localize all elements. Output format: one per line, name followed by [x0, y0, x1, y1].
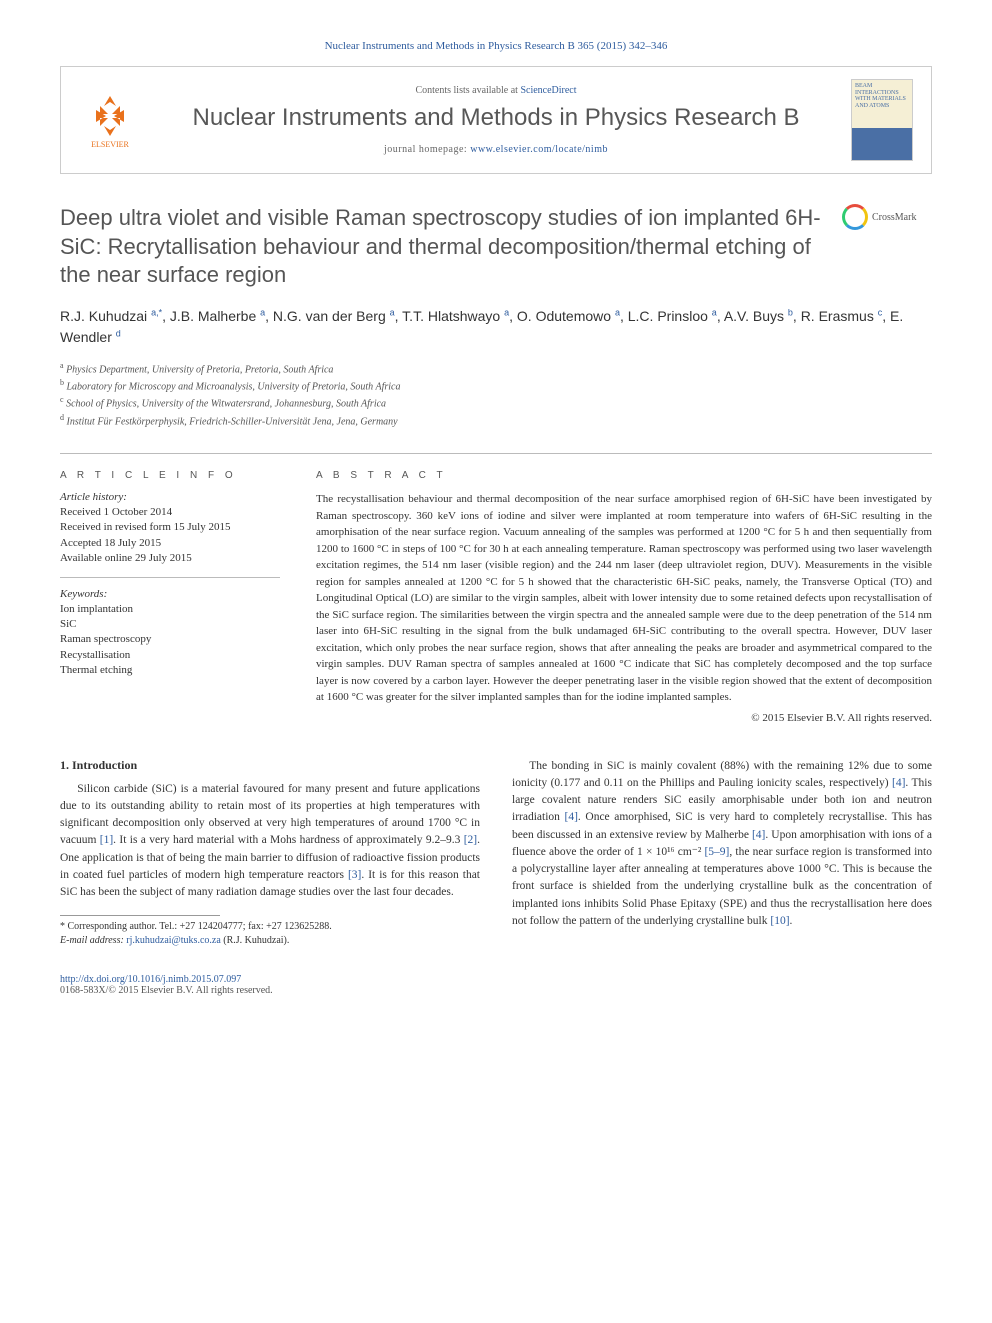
intro-para-2: The bonding in SiC is mainly covalent (8… [512, 758, 932, 931]
crossmark-icon [842, 204, 868, 230]
keyword: Recystallisation [60, 648, 280, 663]
affiliation: a Physics Department, University of Pret… [60, 360, 932, 377]
ref-link[interactable]: [2] [464, 834, 477, 846]
footnote-email-label: E-mail address: [60, 935, 124, 946]
header-center: Contents lists available at ScienceDirec… [159, 85, 833, 155]
affiliation: b Laboratory for Microscopy and Microana… [60, 377, 932, 394]
journal-name: Nuclear Instruments and Methods in Physi… [159, 104, 833, 132]
elsevier-label: ELSEVIER [91, 140, 129, 149]
ref-link[interactable]: [5–9] [704, 846, 729, 858]
footnote-email[interactable]: rj.kuhudzai@tuks.co.za [126, 935, 220, 946]
article-info-label: A R T I C L E I N F O [60, 470, 280, 481]
article-history: Article history: Received 1 October 2014… [60, 491, 280, 578]
corresponding-author-footnote: * Corresponding author. Tel.: +27 124204… [60, 920, 480, 948]
doi-link[interactable]: http://dx.doi.org/10.1016/j.nimb.2015.07… [60, 974, 241, 985]
issn-line: 0168-583X/© 2015 Elsevier B.V. All right… [60, 985, 273, 996]
abstract-label: A B S T R A C T [316, 470, 932, 481]
history-item: Received 1 October 2014 [60, 505, 280, 520]
copyright: © 2015 Elsevier B.V. All rights reserved… [316, 712, 932, 724]
footnote-tel: * Corresponding author. Tel.: +27 124204… [60, 920, 480, 934]
keyword: Thermal etching [60, 663, 280, 678]
history-item: Available online 29 July 2015 [60, 551, 280, 566]
article-title: Deep ultra violet and visible Raman spec… [60, 204, 826, 290]
sciencedirect-link[interactable]: ScienceDirect [520, 85, 576, 96]
crossmark-badge[interactable]: CrossMark [842, 204, 932, 230]
homepage-prefix: journal homepage: [384, 144, 470, 155]
history-item: Received in revised form 15 July 2015 [60, 520, 280, 535]
contents-line: Contents lists available at ScienceDirec… [159, 85, 833, 96]
section-1-title: 1. Introduction [60, 758, 480, 773]
keywords-label: Keywords: [60, 588, 280, 600]
footnote-email-name: (R.J. Kuhudzai). [223, 935, 289, 946]
intro-para-1: Silicon carbide (SiC) is a material favo… [60, 781, 480, 902]
history-item: Accepted 18 July 2015 [60, 536, 280, 551]
crossmark-label: CrossMark [872, 212, 916, 223]
keyword: Ion implantation [60, 602, 280, 617]
homepage-link[interactable]: www.elsevier.com/locate/nimb [470, 144, 608, 155]
ref-link[interactable]: [4] [892, 777, 905, 789]
ref-link[interactable]: [10] [770, 915, 789, 927]
affiliation: c School of Physics, University of the W… [60, 394, 932, 411]
abstract-text: The recystallisation behaviour and therm… [316, 491, 932, 706]
ref-link[interactable]: [4] [565, 811, 578, 823]
history-label: Article history: [60, 491, 280, 503]
keyword: SiC [60, 617, 280, 632]
affiliation: d Institut Für Festkörperphysik, Friedri… [60, 412, 932, 429]
journal-citation: Nuclear Instruments and Methods in Physi… [60, 40, 932, 52]
ref-link[interactable]: [3] [348, 869, 361, 881]
footnote-rule [60, 915, 220, 916]
homepage-line: journal homepage: www.elsevier.com/locat… [159, 144, 833, 155]
authors: R.J. Kuhudzai a,*, J.B. Malherbe a, N.G.… [60, 306, 932, 348]
journal-header: ELSEVIER Contents lists available at Sci… [60, 66, 932, 174]
keywords-block: Keywords: Ion implantationSiCRaman spect… [60, 588, 280, 679]
body-columns: 1. Introduction Silicon carbide (SiC) is… [60, 758, 932, 949]
ref-link[interactable]: [1] [100, 834, 113, 846]
contents-prefix: Contents lists available at [415, 85, 520, 96]
abstract-column: A B S T R A C T The recystallisation beh… [316, 470, 932, 724]
affiliations-block: a Physics Department, University of Pret… [60, 360, 932, 429]
keyword: Raman spectroscopy [60, 632, 280, 647]
elsevier-logo: ELSEVIER [79, 84, 141, 156]
ref-link[interactable]: [4] [752, 829, 765, 841]
article-info-column: A R T I C L E I N F O Article history: R… [60, 470, 280, 724]
journal-cover-thumbnail: BEAM INTERACTIONS WITH MATERIALS AND ATO… [851, 79, 913, 161]
footer: http://dx.doi.org/10.1016/j.nimb.2015.07… [60, 974, 932, 996]
